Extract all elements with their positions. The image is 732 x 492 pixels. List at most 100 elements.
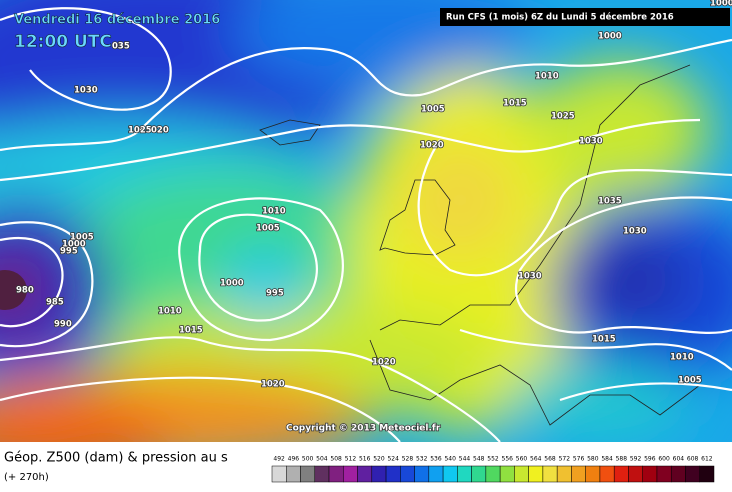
scale-swatch: [542, 465, 558, 483]
isobar: [0, 221, 94, 348]
isobar: [514, 196, 732, 334]
footer-title: Géop. Z500 (dam) & pression au s: [4, 451, 228, 466]
color-scale: 492 496 500 504 508 512 516 520 524 528 532 536 540 5…: [271, 456, 715, 483]
scale-label: 572: [559, 456, 571, 463]
scale-swatch: [300, 465, 316, 483]
scale-label: 556: [502, 456, 514, 463]
isobar-label: 035: [112, 42, 130, 52]
isobar-label: 1035: [598, 197, 622, 207]
isobar: [0, 118, 701, 182]
scale-swatch: [400, 465, 415, 483]
scale-label: 508: [330, 456, 342, 463]
isobar: [0, 376, 401, 442]
isobar-label: 1030: [579, 137, 603, 147]
scale-label: 560: [516, 456, 528, 463]
time: 12:00 UTC: [14, 32, 112, 52]
scale-label: 568: [544, 456, 556, 463]
scale-label: 564: [530, 456, 542, 463]
scale-swatch: [556, 465, 572, 483]
scale-swatch: [656, 465, 672, 483]
isobar-label: 1005: [678, 376, 702, 386]
isobar-label: 1015: [503, 99, 527, 109]
isobar-label: 1030: [518, 272, 542, 282]
scale-label: 520: [373, 456, 385, 463]
scale-swatch: [571, 465, 586, 483]
scale-swatch: [585, 465, 601, 483]
scale-label: 596: [644, 456, 656, 463]
isobar-label: 1030: [623, 227, 647, 237]
isobar: [0, 38, 732, 152]
scale-label: 600: [658, 456, 670, 463]
scale-swatch: [471, 465, 487, 483]
scale-label: 492: [273, 456, 285, 463]
isobar-label: 1010: [535, 72, 559, 82]
copyright: Copyright © 2013 Meteociel.fr: [286, 424, 441, 434]
scale-swatch: [442, 465, 458, 483]
scale-swatch: [371, 465, 387, 483]
isobar-label: 1005: [70, 233, 94, 243]
scale-swatch: [628, 465, 643, 483]
isobar: [198, 213, 318, 322]
isobar-label: 1015: [179, 326, 203, 336]
scale-label: 584: [601, 456, 613, 463]
scale-swatch: [385, 465, 401, 483]
scale-swatch: [286, 465, 301, 483]
isobar-labels: 1000 035 1030 1025 020 1010 1005 1015 10…: [15, 0, 732, 390]
isobar-label: 980: [16, 286, 34, 296]
isobar-label: 1005: [256, 224, 280, 234]
isobar-label: 1025: [551, 112, 575, 122]
scale-swatch: [642, 465, 658, 483]
isobar-label: 985: [46, 298, 64, 308]
isobar-label: 1000: [220, 279, 244, 289]
scale-label: 532: [416, 456, 428, 463]
scale-label: 536: [430, 456, 442, 463]
scale-label: 504: [316, 456, 328, 463]
isobar-label: 990: [54, 320, 72, 330]
isobar: [0, 237, 64, 328]
isobar-label: 1020: [420, 141, 444, 151]
isobar-label: 995: [266, 289, 284, 299]
isobar-label: 1030: [74, 86, 98, 96]
isobar-label: 1010: [262, 207, 286, 217]
isobar-label: 1005: [421, 105, 445, 115]
isobar: [459, 328, 732, 371]
scale-label: 612: [701, 456, 713, 463]
scale-swatch: [514, 465, 529, 483]
isobar-label: 1010: [158, 307, 182, 317]
field: [0, 0, 732, 442]
isobar-label: 1000: [598, 32, 622, 42]
scale-label: 592: [630, 456, 642, 463]
scale-label: 588: [616, 456, 628, 463]
isobar-label: 995: [60, 247, 78, 257]
scale-swatch: [357, 465, 373, 483]
scale-swatch: [613, 465, 629, 483]
scale-label: 496: [288, 456, 300, 463]
scale-swatch: [457, 465, 472, 483]
isobar: [417, 139, 732, 277]
scale-label: 552: [487, 456, 499, 463]
scale-swatch: [328, 465, 344, 483]
scale-label: 528: [402, 456, 414, 463]
isobar: [0, 7, 172, 111]
scale-label: 608: [687, 456, 699, 463]
isobar: [559, 382, 732, 402]
scale-label: 544: [459, 456, 471, 463]
scale-swatch: [685, 465, 700, 483]
scale-label: 548: [473, 456, 485, 463]
lead-time: (+ 270h): [4, 472, 49, 483]
scale-swatch: [528, 465, 544, 483]
isobar-label: 1025: [128, 126, 152, 136]
date: Vendredi 16 décembre 2016: [14, 13, 220, 28]
scale-label: 512: [345, 456, 357, 463]
coastline: [369, 339, 701, 426]
scale-swatch: [314, 465, 330, 483]
scale-swatch: [271, 465, 287, 483]
isobar-label: 1010: [670, 353, 694, 363]
scale-swatch: [699, 465, 715, 483]
run-banner: [440, 8, 730, 26]
scale-label: 576: [573, 456, 585, 463]
coastline: [379, 64, 691, 331]
isobar: [178, 197, 344, 342]
